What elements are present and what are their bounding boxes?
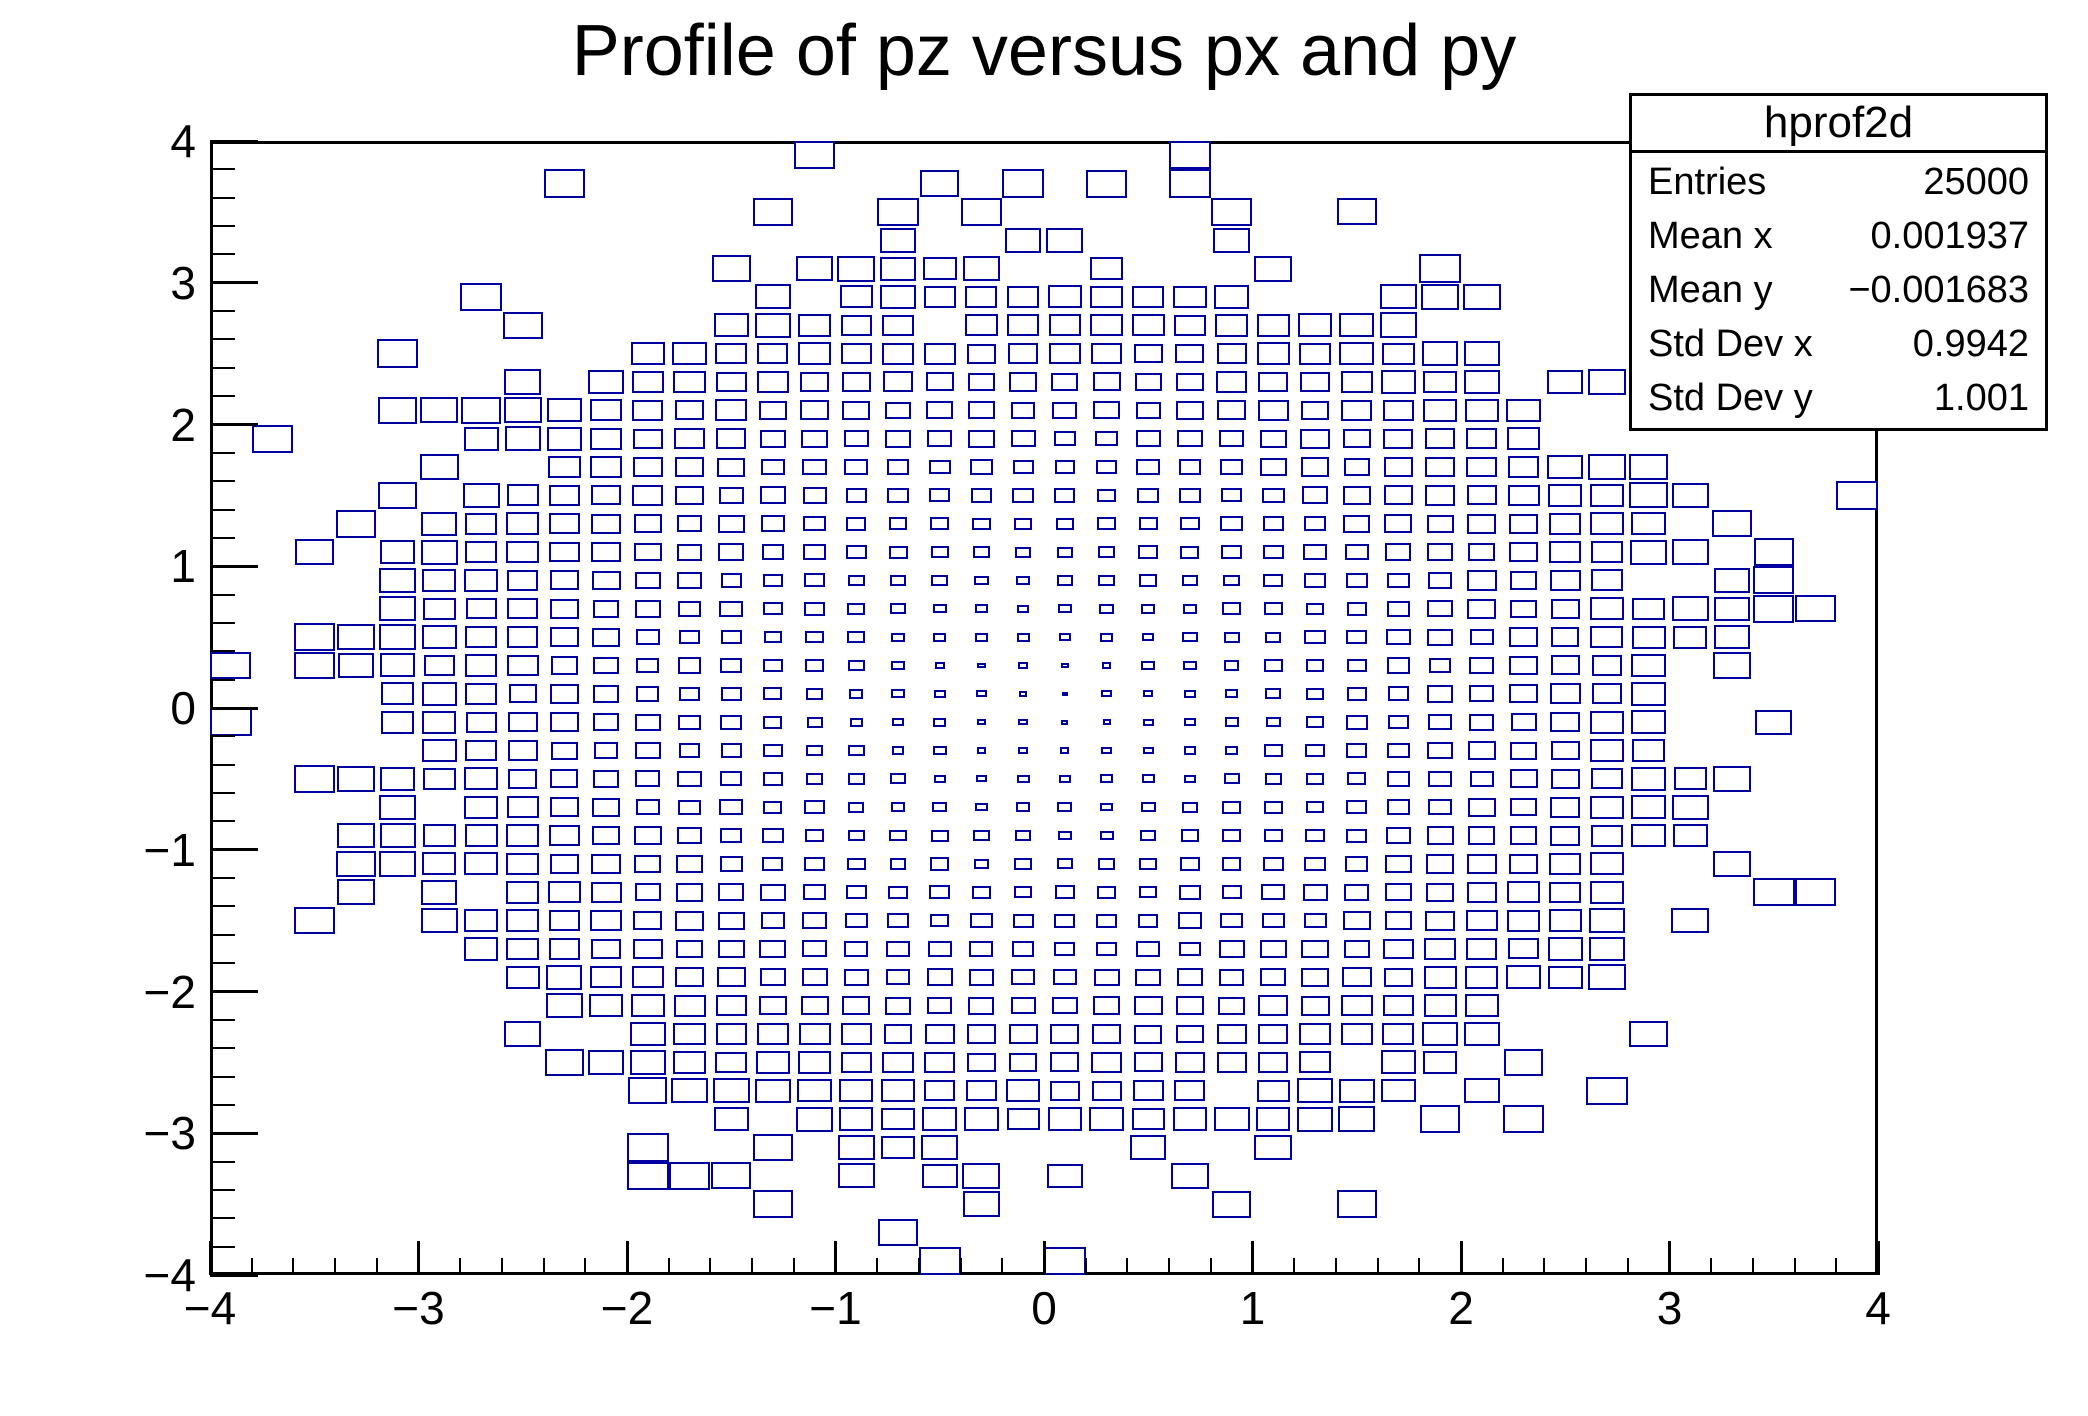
x-tick-label: −4 <box>183 1282 237 1334</box>
x-tick-label: 0 <box>1031 1282 1057 1334</box>
stats-box-title: hprof2d <box>1632 96 2045 153</box>
y-tick-label: 1 <box>170 540 196 593</box>
stats-value: 0.001937 <box>1870 214 2030 257</box>
stats-label: Mean y <box>1648 269 1773 311</box>
stats-row-mean-y: Mean y −0.001683 <box>1632 263 2045 317</box>
x-tick-label: −2 <box>600 1282 654 1334</box>
stats-value: 0.9942 <box>1912 323 2029 366</box>
y-tick-label: −1 <box>143 823 196 876</box>
stats-label: Mean x <box>1648 214 1773 257</box>
y-tick-label: 4 <box>170 115 196 167</box>
stats-box-rows: Entries 25000 Mean x 0.001937 Mean y −0.… <box>1632 153 2045 428</box>
stats-box: hprof2d Entries 25000 Mean x 0.001937 Me… <box>1629 93 2048 431</box>
stats-value: 1.001 <box>1933 377 2029 420</box>
chart-title: Profile of pz versus px and py <box>571 11 1517 91</box>
x-tick-label: −3 <box>392 1282 445 1334</box>
stats-value: −0.001683 <box>1848 269 2029 311</box>
stats-label: Std Dev x <box>1648 323 1813 366</box>
x-tick-label: 1 <box>1239 1282 1266 1334</box>
x-tick-label: 2 <box>1448 1282 1474 1334</box>
plot-frame <box>210 141 1878 1275</box>
stats-label: Entries <box>1648 160 1767 203</box>
x-tick-label: 3 <box>1656 1282 1683 1334</box>
stats-row-entries: Entries 25000 <box>1632 155 2045 209</box>
stats-value: 25000 <box>1923 160 2029 203</box>
y-tick-label: −3 <box>143 1107 196 1160</box>
y-tick-label: −2 <box>143 965 196 1018</box>
stats-row-mean-x: Mean x 0.001937 <box>1632 209 2045 263</box>
stats-label: Std Dev y <box>1648 377 1813 420</box>
y-tick-label: −4 <box>143 1249 196 1301</box>
stats-row-std-dev-x: Std Dev x 0.9942 <box>1632 318 2045 372</box>
x-tick-label: 4 <box>1865 1282 1891 1334</box>
y-tick-label: 2 <box>170 398 196 451</box>
y-tick-label: 0 <box>170 682 196 734</box>
x-tick-label: −1 <box>809 1282 862 1334</box>
stats-row-std-dev-y: Std Dev y 1.001 <box>1632 372 2045 426</box>
y-tick-label: 3 <box>170 256 196 309</box>
